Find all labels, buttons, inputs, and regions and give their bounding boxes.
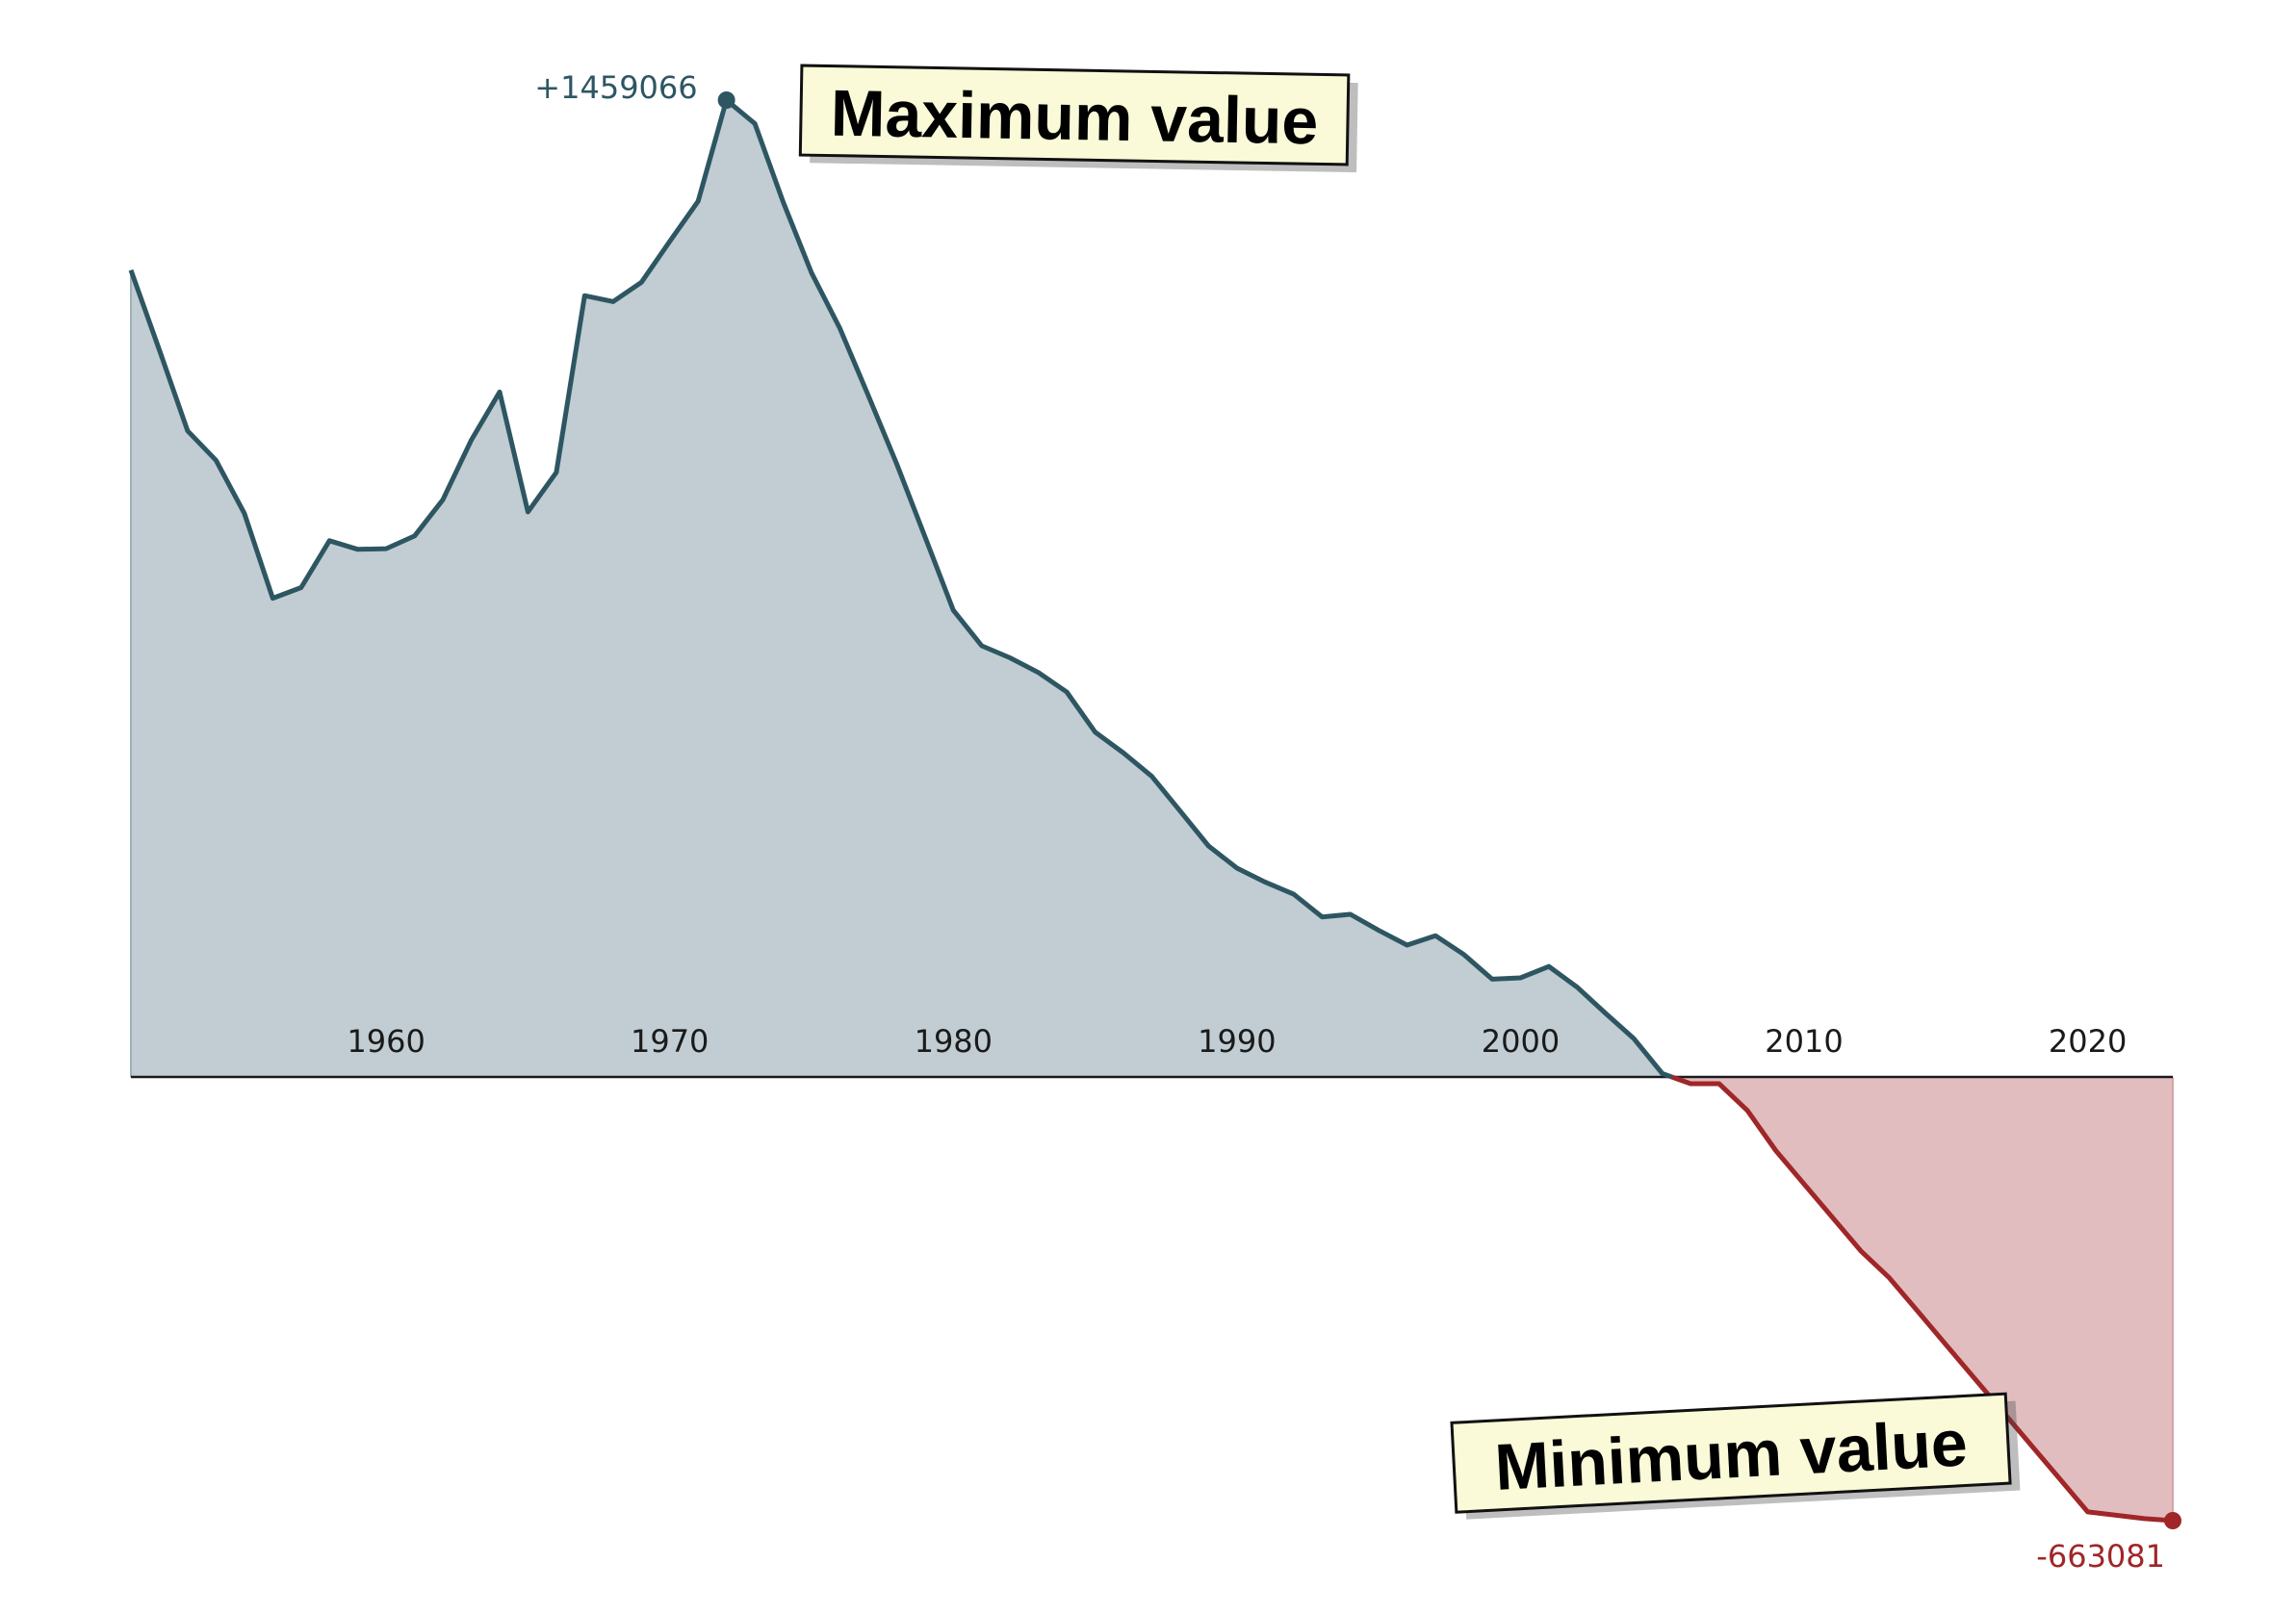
x-tick-label: 1970 bbox=[631, 1023, 709, 1060]
min-value-label: -663081 bbox=[2036, 1538, 2165, 1575]
negative-area bbox=[1671, 1077, 2173, 1521]
max-value-label: +1459066 bbox=[534, 69, 697, 106]
x-tick-label: 1980 bbox=[915, 1023, 993, 1060]
x-tick-label: 2000 bbox=[1482, 1023, 1560, 1060]
min-point-marker bbox=[2164, 1512, 2181, 1529]
positive-series-line bbox=[128, 97, 1673, 1080]
max-annotation-box: Maximum value bbox=[798, 64, 1358, 173]
min-annotation-box: Minimum value bbox=[1450, 1392, 2021, 1520]
max-annotation-text: Maximum value bbox=[830, 77, 1319, 159]
max-point-marker bbox=[717, 91, 735, 109]
x-tick-label: 2010 bbox=[1765, 1023, 1843, 1060]
area-layer bbox=[130, 100, 2174, 1521]
line-layer bbox=[128, 97, 2174, 1524]
x-tick-labels: 1960 1970 1980 1990 2000 2010 2020 bbox=[347, 1023, 2127, 1060]
x-tick-label: 1990 bbox=[1198, 1023, 1276, 1060]
x-tick-label: 1960 bbox=[347, 1023, 425, 1060]
negative-series-line bbox=[1670, 1074, 2174, 1524]
positive-area bbox=[131, 100, 1672, 1077]
x-tick-label: 2020 bbox=[2049, 1023, 2127, 1060]
